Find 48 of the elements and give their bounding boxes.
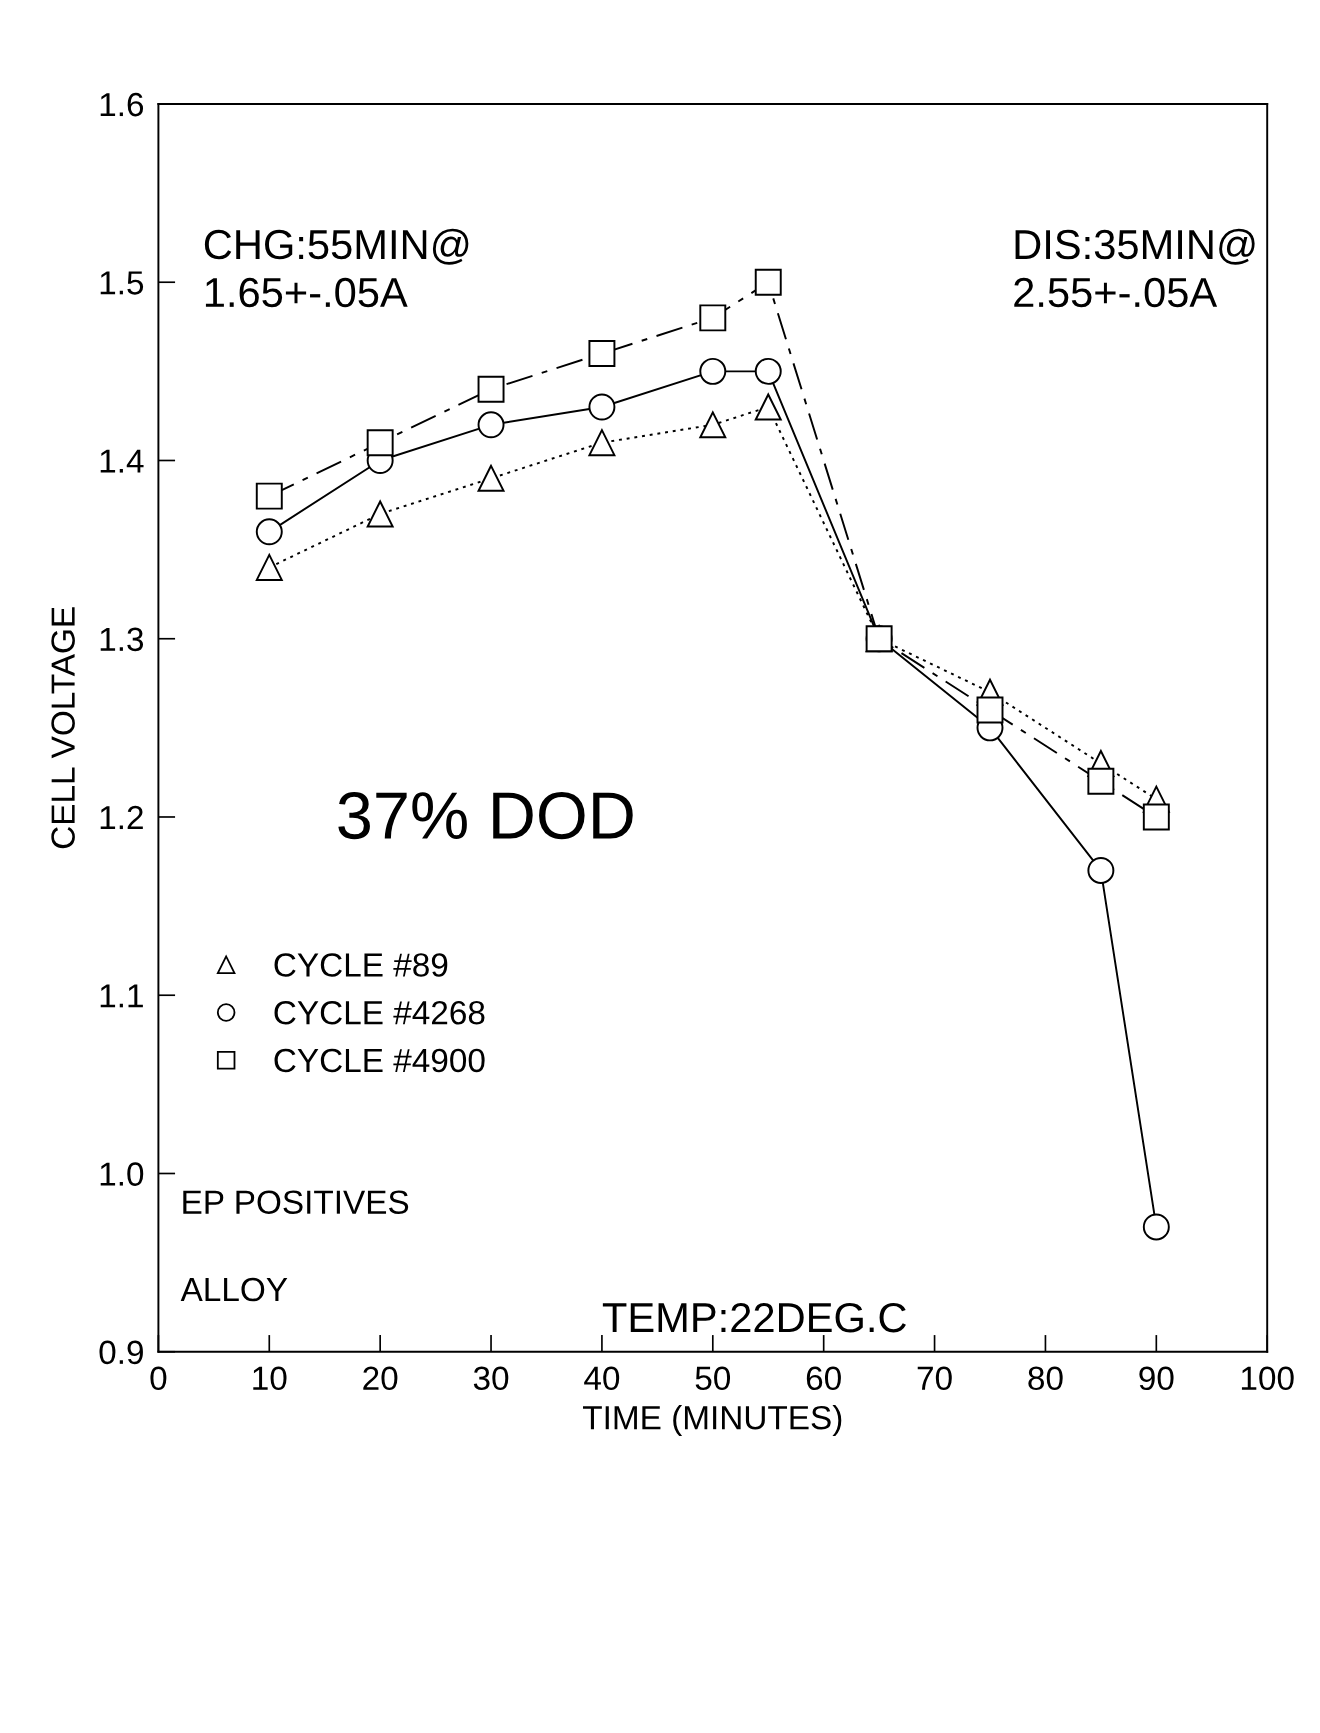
annotation: 37% DOD — [338, 792, 633, 840]
point — [754, 357, 782, 385]
point — [255, 482, 283, 510]
x-axis-title: TIME (MINUTES) — [583, 1405, 842, 1437]
x-tick-label: 10 — [253, 1366, 287, 1391]
point — [754, 268, 782, 296]
legend-label: CYCLE #4900 — [274, 1048, 485, 1073]
point — [699, 304, 727, 332]
point — [1087, 856, 1115, 884]
y-tick-label: 1.0 — [100, 1162, 144, 1186]
x-tick-label: 30 — [473, 1366, 509, 1391]
point — [477, 411, 505, 439]
y-tick-label: 1.4 — [100, 449, 144, 473]
point — [976, 696, 1004, 724]
point — [588, 393, 616, 421]
x-tick-label: 60 — [806, 1366, 841, 1391]
y-tick-label: 1.6 — [100, 92, 144, 117]
annotation: CHG:55MIN@ 1.65+-.05A — [204, 228, 469, 308]
y-axis-title: CELL VOLTAGE — [51, 607, 75, 849]
x-tick-label: 70 — [917, 1366, 952, 1391]
x-tick-label: 90 — [1139, 1366, 1174, 1391]
legend-label: CYCLE #4268 — [274, 1000, 485, 1025]
annotation: TEMP:22DEG.C — [602, 1302, 906, 1333]
point — [1142, 803, 1170, 831]
x-tick-label: 0 — [150, 1366, 167, 1391]
annotation: DIS:35MIN@ 2.55+-.05A — [1014, 228, 1255, 308]
x-tick-label: 100 — [1241, 1366, 1294, 1391]
y-tick-label: 1.1 — [100, 984, 143, 1008]
point — [366, 429, 394, 457]
y-tick-label: 0.9 — [99, 1340, 143, 1365]
x-tick-label: 40 — [584, 1366, 620, 1391]
x-tick-label: 20 — [363, 1366, 398, 1391]
point — [255, 518, 283, 546]
x-tick-label: 50 — [695, 1366, 731, 1391]
annotation: ALLOY — [180, 1277, 288, 1302]
y-tick-label: 1.2 — [100, 805, 143, 830]
point — [477, 464, 505, 492]
point — [1087, 767, 1115, 795]
point — [588, 340, 616, 367]
y-tick-label: 1.3 — [100, 627, 144, 652]
x-tick-label: 80 — [1028, 1366, 1063, 1391]
annotation: EP POSITIVES — [183, 1190, 409, 1215]
point — [1142, 1213, 1170, 1241]
point — [366, 500, 394, 528]
point — [699, 357, 727, 385]
legend-label: CYCLE #89 — [274, 953, 448, 977]
point — [477, 375, 505, 403]
y-tick-label: 1.5 — [100, 271, 144, 295]
